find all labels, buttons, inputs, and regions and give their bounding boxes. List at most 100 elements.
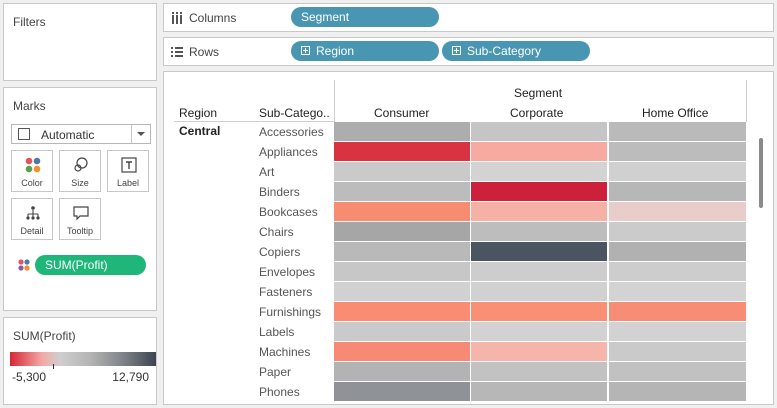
region-label-central[interactable]: Central [179, 124, 221, 138]
row-label-binders[interactable]: Binders [259, 185, 300, 199]
row-label-chairs[interactable]: Chairs [259, 225, 294, 239]
heatmap-cell[interactable] [609, 222, 746, 241]
sub-category-pill[interactable]: Sub-Category [442, 41, 590, 61]
heatmap-cell[interactable] [334, 222, 470, 241]
heatmap-cell[interactable] [334, 262, 470, 281]
sum-profit-color-pill[interactable]: SUM(Profit) [35, 255, 146, 275]
heatmap-cell[interactable] [609, 122, 746, 141]
heatmap-cell[interactable] [471, 382, 607, 401]
heatmap-cell[interactable] [471, 122, 607, 141]
label-button-label: Label [116, 178, 140, 188]
heatmap-cell[interactable] [334, 182, 470, 201]
heatmap-cell[interactable] [334, 322, 470, 341]
heatmap-cell[interactable] [471, 242, 607, 261]
row-label-bookcases[interactable]: Bookcases [259, 205, 318, 219]
sub-category-pill-label: Sub-Category [467, 44, 542, 58]
columns-icon [172, 12, 182, 24]
mark-type-label: Automatic [41, 128, 95, 142]
detail-button[interactable]: Detail [11, 198, 53, 240]
segment-header-consumer[interactable]: Consumer [374, 106, 430, 120]
row-label-phones[interactable]: Phones [259, 385, 300, 399]
detail-icon [26, 206, 40, 220]
expand-plus-icon[interactable] [301, 46, 310, 55]
heatmap-cell[interactable] [471, 322, 607, 341]
heatmap-cell[interactable] [471, 222, 607, 241]
row-label-accessories[interactable]: Accessories [259, 125, 324, 139]
row-label-machines[interactable]: Machines [259, 345, 311, 359]
row-label-envelopes[interactable]: Envelopes [259, 265, 316, 279]
heatmap-cell[interactable] [334, 162, 470, 181]
color-legend[interactable]: SUM(Profit) -5,300 12,790 [3, 317, 157, 405]
row-label-copiers[interactable]: Copiers [259, 245, 301, 259]
expand-plus-icon[interactable] [452, 46, 461, 55]
heatmap-cell[interactable] [609, 382, 746, 401]
marks-title: Marks [13, 99, 46, 113]
segment-pill[interactable]: Segment [291, 7, 439, 27]
marks-card: Marks Automatic Color Size Label Detail [3, 87, 157, 311]
tooltip-button[interactable]: Tooltip [59, 198, 101, 240]
header-underline [174, 121, 334, 122]
region-pill[interactable]: Region [291, 41, 439, 61]
row-label-furnishings[interactable]: Furnishings [259, 305, 322, 319]
viz-view[interactable]: Segment Region Sub-Catego.. Consumer Cor… [163, 71, 774, 405]
vertical-scrollbar[interactable] [759, 138, 763, 208]
heatmap-cell[interactable] [334, 362, 470, 381]
region-header[interactable]: Region [179, 106, 218, 120]
segment-group-header: Segment [514, 86, 563, 100]
heatmap-cell[interactable] [334, 142, 470, 161]
mark-type-dropdown[interactable]: Automatic [11, 124, 151, 144]
heatmap-cell[interactable] [334, 382, 470, 401]
heatmap-cell[interactable] [609, 142, 746, 161]
row-label-art[interactable]: Art [259, 165, 275, 179]
color-dots-icon [25, 157, 41, 173]
heatmap-cell[interactable] [334, 202, 470, 221]
columns-shelf[interactable]: Columns Segment [163, 3, 774, 32]
heatmap-cell[interactable] [471, 142, 607, 161]
heatmap-cell[interactable] [609, 262, 746, 281]
filters-title: Filters [13, 15, 46, 29]
heatmap-cell[interactable] [471, 262, 607, 281]
size-button[interactable]: Size [59, 150, 101, 192]
heatmap-cell[interactable] [609, 242, 746, 261]
heatmap-cell[interactable] [471, 282, 607, 301]
rows-shelf[interactable]: Rows Region Sub-Category [163, 37, 774, 66]
chevron-down-icon[interactable] [131, 125, 150, 143]
heatmap-cell[interactable] [471, 202, 607, 221]
heatmap-cell[interactable] [334, 342, 470, 361]
row-label-appliances[interactable]: Appliances [259, 145, 318, 159]
rows-shelf-label: Rows [189, 45, 220, 59]
row-label-paper[interactable]: Paper [259, 365, 292, 379]
heatmap-cell[interactable] [334, 242, 470, 261]
heatmap-cell[interactable] [609, 162, 746, 181]
heatmap-cell[interactable] [609, 342, 746, 361]
color-button-label: Color [21, 178, 43, 188]
filters-card[interactable]: Filters [3, 3, 157, 81]
heatmap-cell[interactable] [334, 122, 470, 141]
legend-gradient-bar[interactable] [10, 352, 156, 366]
heatmap-cell[interactable] [609, 182, 746, 201]
heatmap-cell[interactable] [334, 302, 470, 321]
label-button[interactable]: Label [107, 150, 149, 192]
row-label-labels[interactable]: Labels [259, 325, 295, 339]
heatmap-cell[interactable] [609, 362, 746, 381]
heatmap-cell[interactable] [334, 282, 470, 301]
header-divider [334, 80, 335, 122]
legend-title: SUM(Profit) [13, 329, 76, 343]
segment-header-corporate[interactable]: Corporate [510, 106, 564, 120]
heatmap-cell[interactable] [609, 202, 746, 221]
color-button[interactable]: Color [11, 150, 53, 192]
heatmap-cell[interactable] [471, 162, 607, 181]
heatmap-cell[interactable] [609, 302, 746, 321]
heatmap-cell[interactable] [471, 182, 607, 201]
detail-button-label: Detail [20, 226, 44, 236]
heatmap-cell[interactable] [609, 322, 746, 341]
heatmap-cell[interactable] [471, 302, 607, 321]
mark-type-square-icon [18, 128, 30, 140]
heatmap-cell[interactable] [471, 362, 607, 381]
sub-category-header[interactable]: Sub-Catego.. [259, 106, 330, 120]
heatmap-cell[interactable] [471, 342, 607, 361]
segment-header-home-office[interactable]: Home Office [642, 106, 709, 120]
row-label-fasteners[interactable]: Fasteners [259, 285, 313, 299]
columns-shelf-label: Columns [189, 11, 237, 25]
heatmap-cell[interactable] [609, 282, 746, 301]
